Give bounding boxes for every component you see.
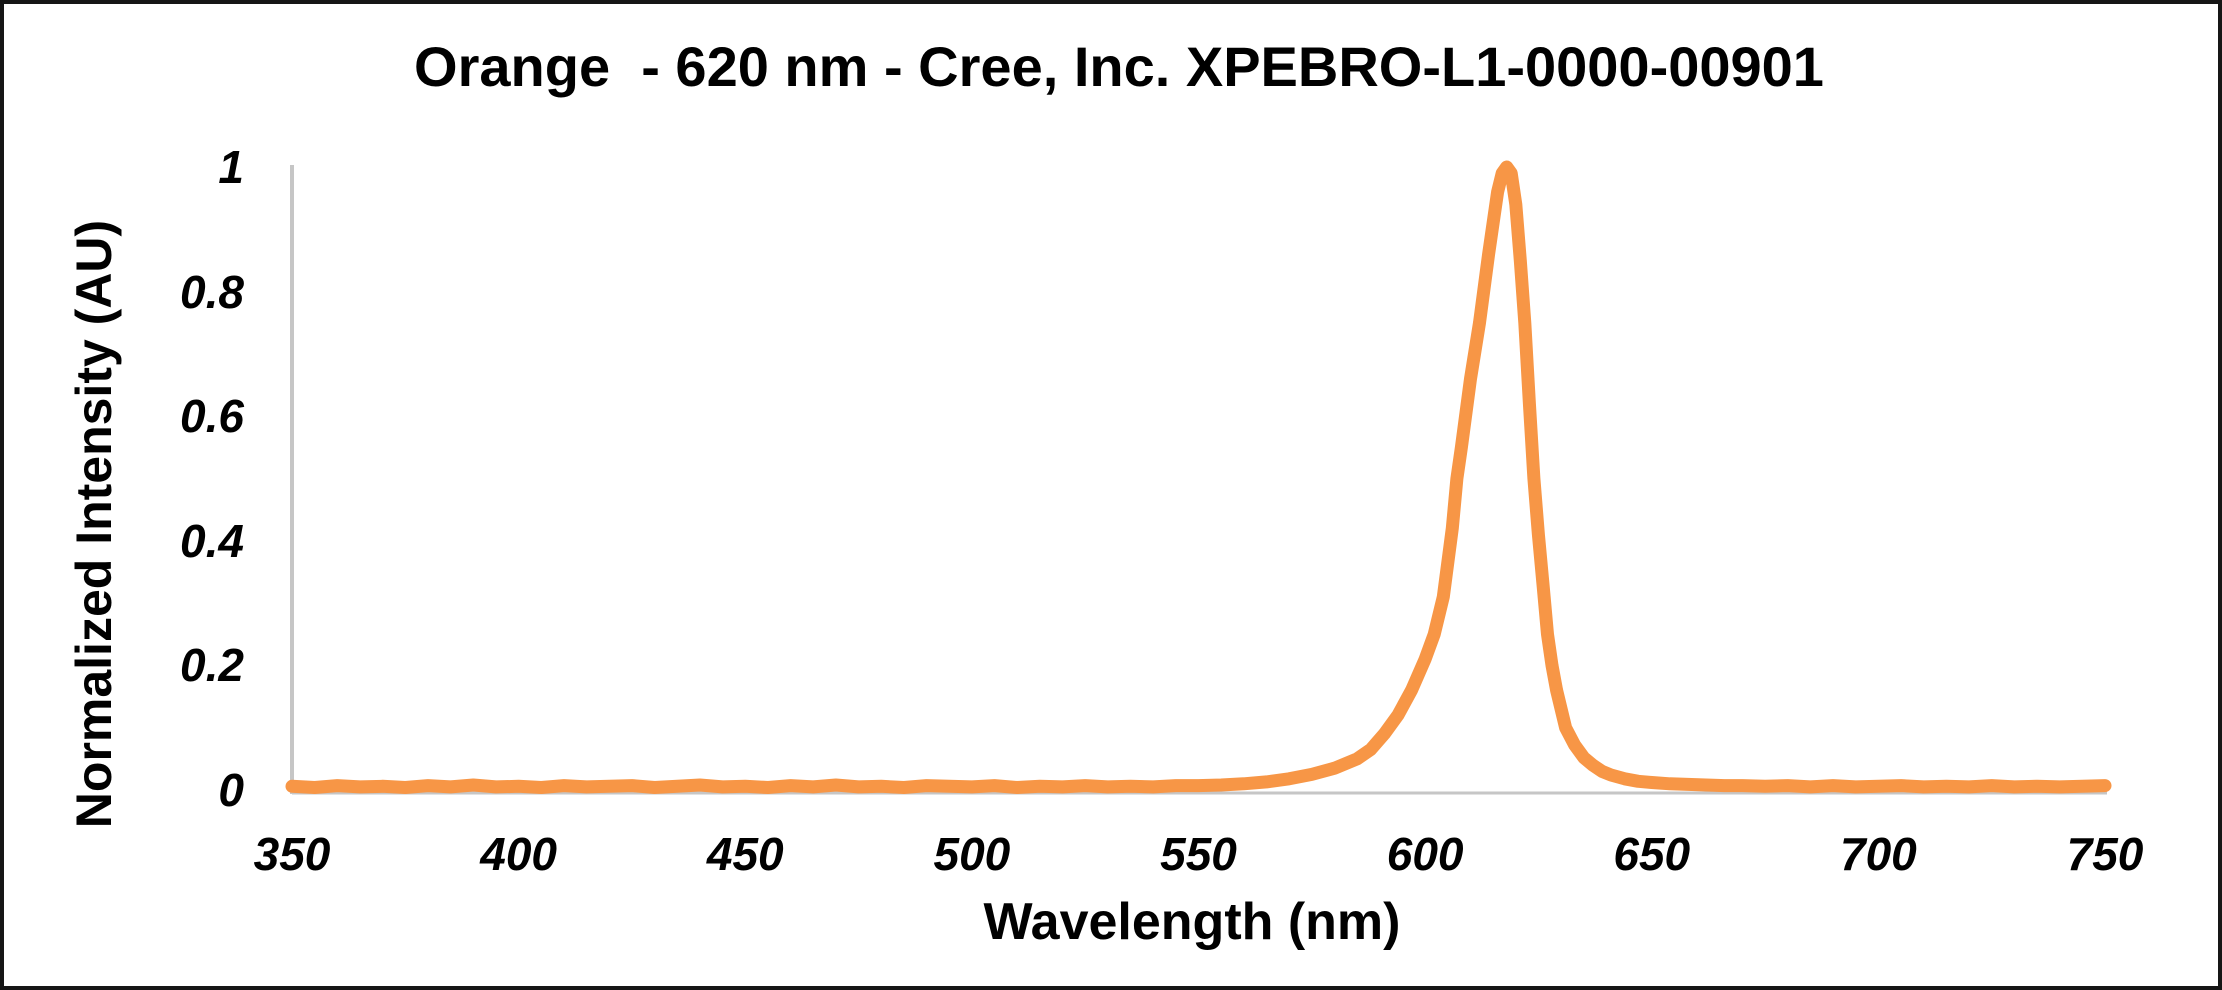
x-tick-label: 750 [2066, 828, 2144, 880]
x-tick-label: 600 [1386, 828, 1464, 880]
x-tick-label: 400 [480, 828, 557, 880]
chart-title: Orange - 620 nm - Cree, Inc. XPEBRO-L1-0… [414, 35, 1824, 98]
x-tick-label: 450 [706, 828, 784, 880]
y-tick-label: 0 [218, 764, 244, 816]
spectrum-curve [285, 160, 2112, 794]
x-tick-label: 650 [1613, 828, 1691, 880]
y-tick-label: 0.6 [180, 390, 244, 443]
x-tick-label: 700 [1840, 828, 1917, 880]
x-tick-label: 500 [933, 828, 1011, 880]
y-tick-label: 0.8 [180, 265, 244, 318]
x-tick-label: 350 [253, 828, 331, 880]
y-tick-label: 1 [218, 141, 244, 193]
x-tick-label: 550 [1160, 828, 1237, 880]
x-axis-label: Wavelength (nm) [983, 893, 1401, 951]
spectrum-plot [285, 160, 2112, 795]
y-tick-label: 0.2 [180, 639, 244, 692]
y-tick-label: 0.4 [180, 514, 244, 567]
